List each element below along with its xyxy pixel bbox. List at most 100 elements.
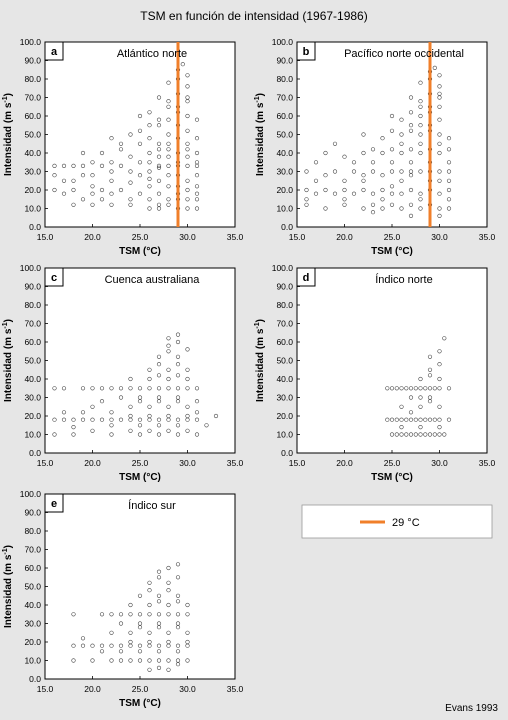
data-point	[432, 65, 437, 70]
y-tick-label: 0.0	[29, 448, 41, 458]
data-point	[437, 141, 442, 146]
data-point	[128, 376, 133, 382]
data-point	[166, 173, 171, 178]
y-tick-label: 20.0	[24, 411, 41, 421]
data-point	[399, 404, 404, 409]
data-point	[175, 432, 181, 437]
data-point	[427, 432, 433, 437]
data-point	[185, 147, 190, 152]
data-point	[147, 428, 152, 433]
data-point	[137, 423, 143, 428]
data-point	[185, 99, 190, 104]
panel-e: 0.0 10.0 20.0 30.0 40.0 50.0 60.0 70.0 80.0 90.0 1…	[2, 489, 244, 709]
data-point	[99, 197, 105, 202]
data-point	[147, 658, 152, 663]
data-point	[99, 187, 105, 193]
data-point	[185, 404, 190, 409]
data-point	[408, 432, 414, 437]
y-tick-label: 60.0	[276, 337, 293, 347]
data-point	[166, 413, 171, 419]
data-point	[204, 423, 209, 428]
data-point	[166, 639, 171, 645]
y-tick-label: 80.0	[24, 74, 41, 84]
data-point	[408, 173, 414, 178]
data-point	[90, 417, 95, 422]
y-tick-label: 10.0	[24, 204, 41, 214]
y-tick-label: 0.0	[281, 448, 293, 458]
data-point	[118, 386, 124, 391]
data-point	[185, 141, 190, 146]
data-point	[380, 206, 385, 211]
data-point	[194, 386, 200, 391]
data-point	[166, 349, 171, 354]
data-point	[147, 630, 152, 635]
data-point	[156, 643, 162, 648]
panel-title: Índico sur	[128, 499, 176, 512]
data-point	[185, 73, 190, 78]
x-tick-label: 25.0	[132, 458, 149, 468]
data-point	[437, 417, 442, 422]
data-point	[408, 395, 414, 400]
data-point	[437, 150, 442, 156]
panel-letter: d	[303, 272, 310, 284]
data-point	[156, 612, 162, 617]
data-point	[156, 362, 162, 367]
data-point	[156, 123, 162, 128]
data-point	[61, 410, 67, 415]
legend: 29 °C	[301, 504, 493, 539]
x-axis-label: TSM (°C)	[371, 472, 413, 483]
data-point	[185, 197, 190, 202]
y-tick-label: 10.0	[276, 430, 293, 440]
data-point	[71, 643, 76, 648]
data-point	[109, 630, 114, 635]
data-point	[194, 184, 200, 189]
data-point	[404, 432, 409, 437]
data-point	[175, 621, 181, 626]
data-point	[323, 173, 328, 178]
data-point	[446, 147, 452, 152]
panel-c: 0.0 10.0 20.0 30.0 40.0 50.0 60.0 70.0 80.0 90.0 1…	[2, 263, 244, 483]
data-point	[446, 187, 452, 193]
data-point	[166, 343, 171, 348]
data-point	[156, 621, 162, 626]
data-point	[99, 612, 105, 617]
data-point	[342, 187, 347, 193]
data-point	[351, 160, 357, 165]
data-point	[90, 643, 95, 648]
data-point	[323, 150, 328, 156]
data-point	[137, 621, 143, 626]
data-point	[408, 123, 414, 128]
data-point	[128, 132, 133, 137]
data-point	[437, 404, 442, 409]
data-point	[408, 410, 414, 415]
y-axis-label: Intensidad (m s-1)	[254, 319, 266, 402]
data-point	[194, 417, 200, 422]
data-point	[128, 413, 133, 419]
x-tick-label: 35.0	[479, 232, 496, 242]
y-tick-label: 50.0	[24, 130, 41, 140]
data-point	[408, 128, 414, 133]
data-point	[332, 191, 338, 196]
data-point	[437, 206, 442, 211]
data-point	[185, 178, 190, 183]
data-point	[118, 163, 124, 168]
y-tick-label: 70.0	[276, 319, 293, 329]
data-point	[399, 425, 404, 430]
y-tick-label: 60.0	[24, 563, 41, 573]
legend-label: 29 °C	[392, 517, 420, 529]
data-point	[304, 202, 309, 207]
data-point	[128, 602, 133, 608]
data-point	[408, 213, 414, 218]
data-point	[399, 150, 404, 156]
data-point	[408, 417, 414, 422]
data-point	[118, 147, 124, 152]
data-point	[71, 202, 76, 207]
data-point	[437, 169, 442, 174]
x-axis-label: TSM (°C)	[119, 698, 161, 709]
data-point	[80, 417, 86, 422]
y-tick-label: 100.0	[20, 37, 42, 47]
data-point	[437, 84, 442, 89]
data-point	[399, 178, 404, 183]
data-point	[185, 630, 190, 635]
